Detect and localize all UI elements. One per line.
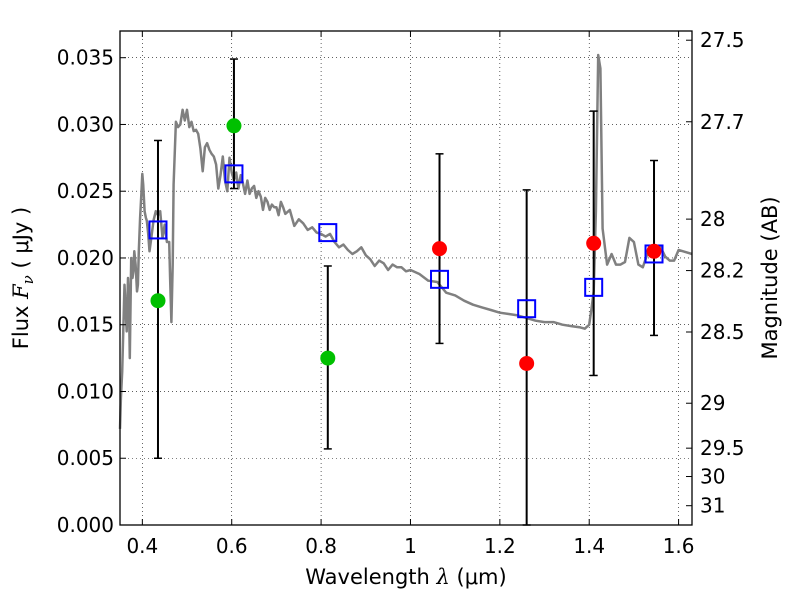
model-square-point bbox=[430, 269, 450, 289]
x-tick-label: 0.6 bbox=[216, 534, 248, 558]
y-tick-label: 0.025 bbox=[57, 179, 114, 203]
x-tick-label: 0.8 bbox=[305, 534, 337, 558]
y-tick-label: 0.000 bbox=[57, 513, 114, 537]
y2-tick-label: 27.7 bbox=[700, 110, 745, 134]
y-axis-label: Flux Fν ( μJy ) bbox=[9, 207, 37, 349]
model-square-point bbox=[318, 223, 338, 243]
plot-frame bbox=[119, 30, 693, 526]
ticks bbox=[120, 31, 692, 526]
y2-tick-label: 29 bbox=[700, 391, 725, 415]
observed-flux-point bbox=[646, 243, 662, 259]
y2-tick-label: 29.5 bbox=[700, 436, 745, 460]
observed-flux-point bbox=[586, 235, 602, 251]
marker-layer bbox=[148, 118, 664, 371]
tick-labels: 0.4 0.6 0.8 1 1.2 1.4 1.6 0.000 0.005 0.010 0.015 0… bbox=[57, 28, 745, 558]
y2-axis-label: Magnitude (AB) bbox=[758, 196, 782, 359]
y2-tick-label: 28.5 bbox=[700, 320, 745, 344]
y2-tick-label: 31 bbox=[700, 494, 725, 518]
y2-tick-label: 30 bbox=[700, 465, 725, 489]
x-tick-label: 1.6 bbox=[663, 534, 695, 558]
x-tick-label: 1.4 bbox=[573, 534, 605, 558]
y2-tick-label: 28 bbox=[700, 207, 725, 231]
model-square-point bbox=[148, 220, 168, 240]
y-tick-label: 0.030 bbox=[57, 112, 114, 136]
x-axis-label: Wavelength λ (μm) bbox=[305, 565, 506, 589]
observed-flux-point bbox=[150, 293, 166, 309]
y-tick-label: 0.010 bbox=[57, 379, 114, 403]
y2-tick-label: 27.5 bbox=[700, 28, 745, 52]
observed-flux-point bbox=[320, 350, 336, 366]
model-square-point bbox=[224, 164, 244, 184]
y-tick-label: 0.035 bbox=[57, 46, 114, 70]
observed-flux-point bbox=[432, 241, 448, 257]
y-tick-label: 0.005 bbox=[57, 446, 114, 470]
model-square-point bbox=[584, 277, 604, 297]
x-tick-label: 1 bbox=[404, 534, 417, 558]
y2-tick-label: 28.2 bbox=[700, 259, 745, 283]
observed-flux-point bbox=[226, 118, 242, 134]
x-tick-label: 1.2 bbox=[484, 534, 516, 558]
model-square-point bbox=[517, 299, 537, 319]
observed-flux-point bbox=[519, 355, 535, 371]
y-tick-label: 0.015 bbox=[57, 313, 114, 337]
x-tick-label: 0.4 bbox=[126, 534, 158, 558]
y-tick-label: 0.020 bbox=[57, 246, 114, 270]
